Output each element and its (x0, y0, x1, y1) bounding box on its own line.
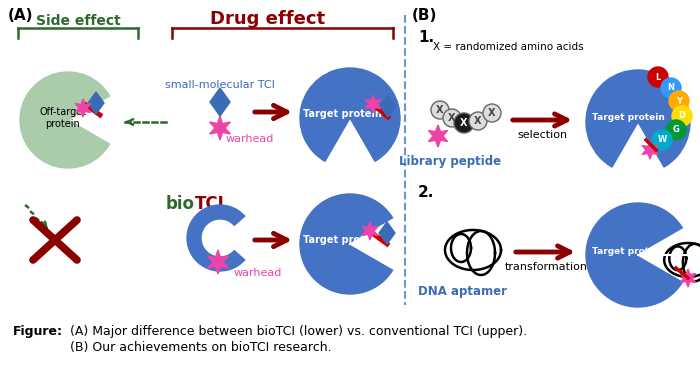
Circle shape (672, 106, 692, 126)
Polygon shape (208, 250, 228, 274)
Wedge shape (350, 218, 402, 270)
Text: Drug effect: Drug effect (211, 10, 326, 28)
Text: D: D (678, 112, 685, 121)
Text: (A) Major difference between bioTCI (lower) vs. conventional TCI (upper).: (A) Major difference between bioTCI (low… (70, 325, 527, 338)
Text: X = randomized amino acids: X = randomized amino acids (433, 42, 584, 52)
Circle shape (586, 203, 690, 307)
Polygon shape (380, 95, 396, 117)
Text: warhead: warhead (228, 265, 282, 278)
Text: Target protein: Target protein (302, 109, 382, 119)
Wedge shape (20, 72, 110, 168)
Polygon shape (210, 88, 230, 116)
Circle shape (454, 113, 474, 133)
Polygon shape (75, 99, 91, 117)
Circle shape (469, 112, 487, 130)
Circle shape (431, 101, 449, 119)
Text: small-molecular TCI: small-molecular TCI (165, 80, 275, 90)
Polygon shape (88, 92, 104, 114)
Circle shape (300, 194, 400, 294)
Text: Y: Y (676, 96, 682, 106)
Text: X: X (461, 118, 468, 128)
Circle shape (483, 104, 501, 122)
Text: Target protein: Target protein (592, 113, 664, 122)
Circle shape (661, 78, 681, 98)
Text: Side effect: Side effect (36, 14, 120, 28)
Text: Target protein: Target protein (302, 235, 382, 245)
Circle shape (669, 91, 689, 111)
Text: (B): (B) (412, 8, 438, 23)
Text: DNA aptamer: DNA aptamer (419, 285, 508, 298)
Text: Library peptide: Library peptide (399, 155, 501, 168)
Text: bio: bio (166, 195, 195, 213)
Text: Off-target
protein: Off-target protein (39, 107, 87, 129)
Wedge shape (638, 228, 692, 282)
Text: G: G (673, 125, 680, 135)
Text: L: L (655, 73, 661, 81)
Text: W: W (657, 135, 666, 144)
Circle shape (648, 67, 668, 87)
Text: X: X (448, 113, 456, 123)
Text: N: N (668, 83, 675, 93)
Text: warhead: warhead (225, 130, 274, 144)
Text: 1.: 1. (418, 30, 434, 45)
Circle shape (666, 120, 686, 140)
Circle shape (443, 109, 461, 127)
Wedge shape (586, 70, 690, 167)
Text: X: X (436, 105, 444, 115)
Polygon shape (680, 269, 696, 287)
Polygon shape (209, 116, 230, 140)
Polygon shape (428, 125, 447, 147)
Polygon shape (362, 222, 378, 240)
Text: TCI: TCI (195, 195, 225, 213)
Wedge shape (300, 68, 400, 161)
Text: X: X (475, 116, 482, 126)
Text: (B) Our achievements on bioTCI research.: (B) Our achievements on bioTCI research. (70, 341, 332, 354)
Text: selection: selection (517, 130, 567, 140)
Polygon shape (379, 222, 395, 244)
Text: 2.: 2. (418, 185, 435, 200)
Polygon shape (365, 95, 381, 113)
Text: X: X (489, 108, 496, 118)
Text: (A): (A) (8, 8, 34, 23)
Text: Target protein: Target protein (592, 247, 664, 256)
Circle shape (652, 130, 672, 150)
Text: transformation: transformation (505, 262, 587, 272)
Polygon shape (642, 141, 658, 159)
Text: Figure:: Figure: (13, 325, 63, 338)
